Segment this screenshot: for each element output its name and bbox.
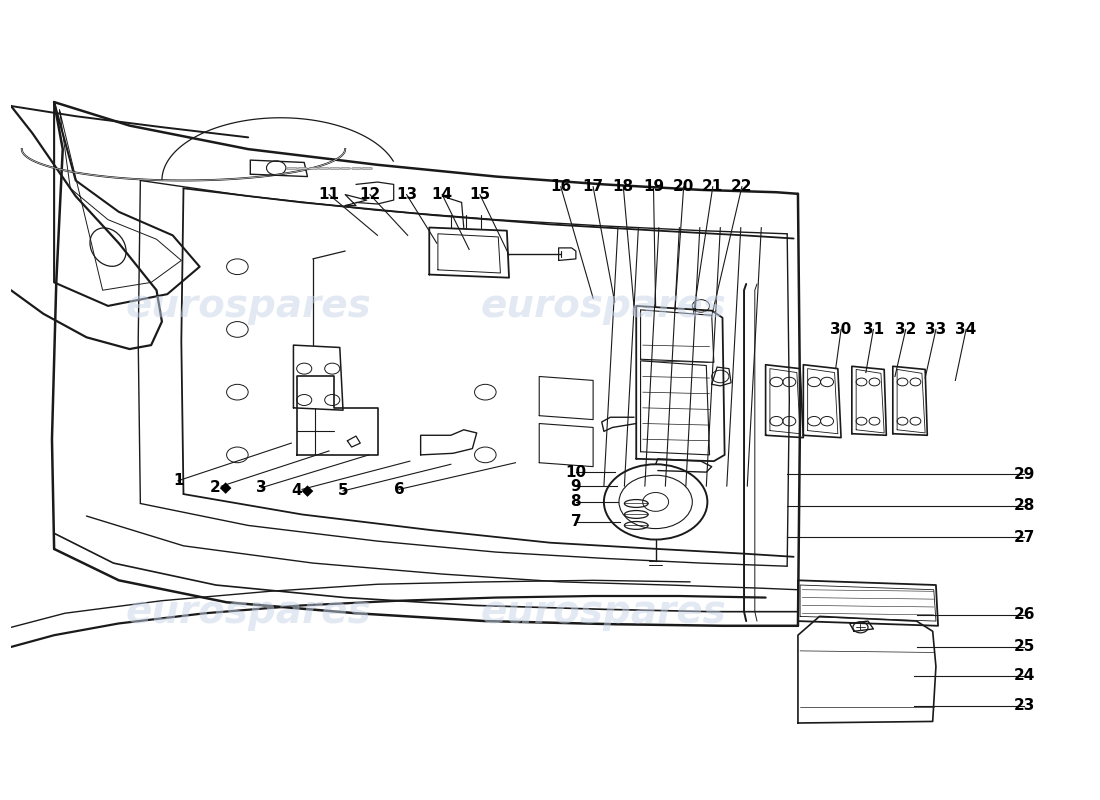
Text: 20: 20 <box>673 179 694 194</box>
Text: 12: 12 <box>360 187 381 202</box>
Text: 17: 17 <box>583 179 604 194</box>
Text: 34: 34 <box>956 322 977 337</box>
Text: 11: 11 <box>319 187 340 202</box>
Text: 29: 29 <box>1013 467 1035 482</box>
Text: 33: 33 <box>925 322 946 337</box>
Text: 4◆: 4◆ <box>290 482 314 497</box>
Text: 19: 19 <box>642 179 664 194</box>
Text: 2◆: 2◆ <box>210 478 232 494</box>
Text: 28: 28 <box>1013 498 1035 514</box>
Text: 1: 1 <box>173 474 184 488</box>
Text: 23: 23 <box>1013 698 1035 714</box>
Text: 26: 26 <box>1013 607 1035 622</box>
Text: 22: 22 <box>732 179 752 194</box>
Text: 30: 30 <box>830 322 851 337</box>
Text: 8: 8 <box>571 494 581 510</box>
Text: 10: 10 <box>565 465 586 480</box>
Text: 16: 16 <box>550 179 571 194</box>
Text: 6: 6 <box>394 482 405 497</box>
Text: 9: 9 <box>571 478 581 494</box>
Text: 32: 32 <box>895 322 916 337</box>
Text: 21: 21 <box>702 179 724 194</box>
Text: eurospares: eurospares <box>481 593 727 630</box>
Text: 24: 24 <box>1013 669 1035 683</box>
Text: 18: 18 <box>613 179 634 194</box>
Text: 14: 14 <box>431 187 453 202</box>
Text: 3: 3 <box>256 480 266 495</box>
Text: eurospares: eurospares <box>481 287 727 325</box>
Text: 27: 27 <box>1013 530 1035 545</box>
Text: 7: 7 <box>571 514 581 529</box>
Text: 25: 25 <box>1013 639 1035 654</box>
Text: eurospares: eurospares <box>125 593 371 630</box>
Text: 15: 15 <box>470 187 491 202</box>
Text: 31: 31 <box>862 322 884 337</box>
Text: 13: 13 <box>396 187 417 202</box>
Text: eurospares: eurospares <box>125 287 371 325</box>
Text: 5: 5 <box>338 483 349 498</box>
